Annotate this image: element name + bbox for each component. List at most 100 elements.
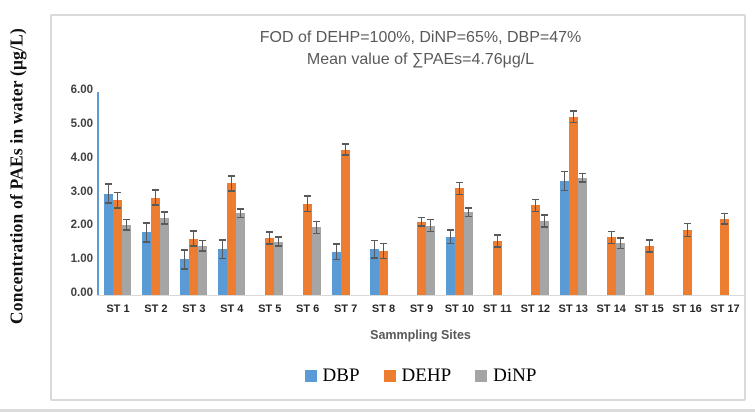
x-axis-tick-labels: ST 1 ST 2 ST 3 ST 4 ST 5 ST 6 ST 7 ST 8 ST 9 ST 1… xyxy=(99,303,744,315)
x-tick-label: ST 14 xyxy=(596,303,626,315)
bar-dinp-st-14 xyxy=(615,237,625,295)
bar-dbp-st-1 xyxy=(104,183,114,295)
bar-dbp-st-4 xyxy=(218,239,228,295)
y-tick-label: 0.00 xyxy=(70,287,93,299)
error-bar xyxy=(161,211,169,225)
error-bar xyxy=(721,212,729,225)
bar-dehp-st-10 xyxy=(454,181,464,295)
bar-dehp-st-4 xyxy=(227,174,237,295)
error-bar xyxy=(228,174,236,192)
y-tick-label: 1.00 xyxy=(70,253,93,266)
bar-dinp-st-6 xyxy=(312,220,322,295)
page-divider xyxy=(0,409,755,412)
x-axis-line xyxy=(97,294,744,296)
bar-group-st-16 xyxy=(668,92,706,295)
bar-group-st-3 xyxy=(175,92,213,295)
x-tick-label: ST 9 xyxy=(409,303,434,315)
error-bar xyxy=(237,208,245,219)
plot-area xyxy=(97,92,744,296)
chart-title-line-2: Mean value of ∑PAEs=4.76μg/L xyxy=(306,51,535,68)
y-tick-label: 6.00 xyxy=(70,84,93,96)
bar-dehp-st-2 xyxy=(151,189,161,295)
bar-dehp-st-11 xyxy=(492,234,502,295)
bar-dehp-st-3 xyxy=(189,230,199,295)
x-tick-label: ST 4 xyxy=(220,303,244,315)
x-tick-label: ST 17 xyxy=(710,303,740,315)
error-bar xyxy=(181,249,189,270)
bar-group-st-5 xyxy=(251,92,289,295)
bar-dinp-st-5 xyxy=(274,236,284,295)
y-tick-label: 3.00 xyxy=(70,185,93,198)
error-bar xyxy=(616,237,624,250)
bar-dbp-st-13 xyxy=(559,170,569,295)
bar-group-st-13 xyxy=(554,92,592,295)
legend: DBP DEHP DiNP xyxy=(97,365,744,387)
legend-label-dehp: DEHP xyxy=(401,365,452,386)
error-bar xyxy=(683,222,691,238)
bar-group-st-14 xyxy=(592,92,630,295)
error-bar xyxy=(114,191,122,209)
bar-dinp-st-9 xyxy=(425,218,435,295)
error-bar xyxy=(313,220,321,235)
error-bar xyxy=(190,230,198,247)
error-bar xyxy=(219,239,227,260)
bar-group-st-6 xyxy=(289,92,327,295)
y-tick-label: 2.00 xyxy=(70,219,93,232)
y-axis-title: Concentration of PAEs in water (μg/L) xyxy=(6,27,27,325)
bar-group-st-12 xyxy=(516,92,554,295)
legend-item-dinp: DiNP xyxy=(475,365,536,387)
bar-dbp-st-8 xyxy=(370,239,380,295)
error-bar xyxy=(569,109,577,124)
x-tick-label: ST 3 xyxy=(182,303,206,315)
error-bar xyxy=(426,218,434,233)
bar-dbp-st-10 xyxy=(445,229,455,295)
bar-dehp-st-6 xyxy=(303,195,313,295)
error-bar xyxy=(464,207,472,218)
bar-group-st-7 xyxy=(327,92,365,295)
bar-dinp-st-2 xyxy=(160,211,170,295)
bar-dehp-st-7 xyxy=(341,143,351,295)
error-bar xyxy=(493,234,501,248)
error-bar xyxy=(304,195,312,213)
bar-dinp-st-3 xyxy=(198,239,208,295)
y-axis-line xyxy=(97,92,99,296)
bar-group-st-2 xyxy=(137,92,175,295)
bar-dinp-st-4 xyxy=(236,208,246,295)
bar-series-container xyxy=(99,92,744,295)
x-tick-label: ST 15 xyxy=(634,303,664,315)
x-tick-label: ST 13 xyxy=(558,303,588,315)
error-bar xyxy=(371,239,379,259)
bar-group-st-4 xyxy=(213,92,251,295)
legend-label-dinp: DiNP xyxy=(493,365,537,386)
bar-dehp-st-9 xyxy=(416,216,426,295)
bar-dehp-st-14 xyxy=(606,230,616,295)
legend-item-dbp: DBP xyxy=(304,365,360,387)
bar-dbp-st-2 xyxy=(142,222,152,295)
error-bar xyxy=(123,218,131,231)
bar-dinp-st-12 xyxy=(539,214,549,295)
error-bar xyxy=(560,170,568,192)
chart-area: FOD of DEHP=100%, DiNP=65%, DBP=47% Mean… xyxy=(50,14,746,401)
bar-dbp-st-7 xyxy=(332,243,342,295)
error-bar xyxy=(143,222,151,243)
bar-dinp-st-1 xyxy=(122,218,132,295)
error-bar xyxy=(455,181,463,196)
legend-item-dehp: DEHP xyxy=(383,365,452,387)
error-bar xyxy=(275,236,283,247)
error-bar xyxy=(342,143,350,156)
error-bar xyxy=(578,172,586,183)
bar-dehp-st-8 xyxy=(379,242,389,295)
bar-dinp-st-13 xyxy=(577,172,587,295)
error-bar xyxy=(105,183,113,204)
error-bar xyxy=(607,230,615,245)
error-bar xyxy=(446,229,454,245)
error-bar xyxy=(333,243,341,261)
bar-dbp-st-3 xyxy=(180,249,190,295)
error-bar xyxy=(417,216,425,227)
bar-group-st-1 xyxy=(99,92,137,295)
y-tick-label: 5.00 xyxy=(70,117,93,130)
bar-dehp-st-16 xyxy=(682,222,692,295)
error-bar xyxy=(266,231,274,245)
y-tick-label: 4.00 xyxy=(70,151,93,164)
chart-title-line-1: FOD of DEHP=100%, DiNP=65%, DBP=47% xyxy=(259,29,582,46)
